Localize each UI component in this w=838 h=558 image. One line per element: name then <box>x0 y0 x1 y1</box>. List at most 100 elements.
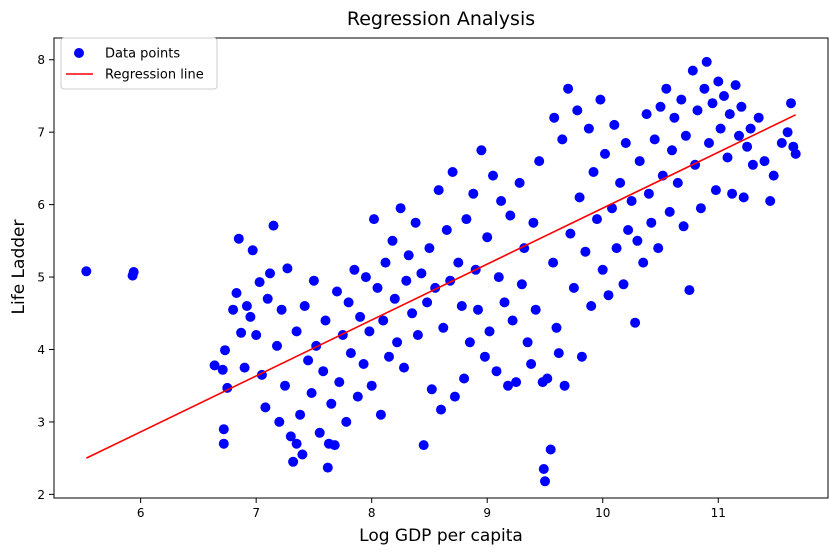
y-tick-label: 7 <box>37 126 45 140</box>
data-point <box>297 449 308 460</box>
data-point <box>422 297 433 308</box>
data-point <box>626 196 637 206</box>
data-point <box>765 196 776 206</box>
data-point <box>534 156 545 167</box>
data-point <box>572 105 583 116</box>
data-point <box>742 141 753 152</box>
data-point <box>699 83 710 94</box>
data-point <box>299 301 310 311</box>
data-point <box>488 170 498 181</box>
data-point <box>254 277 265 288</box>
x-tick-label: 11 <box>711 506 726 520</box>
data-point <box>360 272 371 283</box>
legend-box <box>60 37 218 90</box>
data-point <box>704 138 714 148</box>
data-point <box>217 364 228 375</box>
data-point <box>786 98 796 109</box>
data-point <box>468 188 479 199</box>
data-point <box>128 267 139 277</box>
data-point <box>768 170 779 181</box>
data-point <box>597 264 608 275</box>
data-point <box>358 359 369 369</box>
regression-line-layer <box>85 114 797 459</box>
data-point <box>453 257 464 268</box>
x-tick-label: 10 <box>595 506 610 520</box>
data-point <box>308 275 319 286</box>
data-point <box>274 416 285 427</box>
data-point <box>410 217 421 228</box>
data-point <box>306 388 317 398</box>
data-point <box>759 156 770 167</box>
data-point <box>449 391 460 402</box>
data-point <box>399 362 409 373</box>
y-tick-label: 2 <box>37 488 45 502</box>
data-point <box>392 337 403 348</box>
data-point <box>595 94 606 105</box>
data-point <box>220 345 230 356</box>
data-point <box>349 264 360 275</box>
data-point <box>499 297 510 308</box>
data-point <box>395 203 406 214</box>
data-point <box>493 272 504 283</box>
data-point <box>565 228 576 239</box>
data-point <box>407 308 418 319</box>
data-point <box>285 431 296 442</box>
data-point <box>233 233 244 244</box>
data-point <box>548 257 559 268</box>
y-tick-label: 5 <box>37 271 45 285</box>
legend-data-points-label: Data points <box>105 47 180 62</box>
data-point <box>553 348 564 359</box>
data-point <box>730 80 741 91</box>
data-point <box>638 257 649 268</box>
data-point <box>505 210 516 221</box>
data-point <box>461 214 472 225</box>
data-point <box>262 293 273 304</box>
data-point <box>403 250 414 261</box>
data-point <box>653 243 664 254</box>
data-point <box>318 366 329 377</box>
data-point <box>482 232 493 243</box>
data-point <box>447 167 458 177</box>
data-point <box>734 130 744 141</box>
regression-line <box>85 114 797 459</box>
legend-regression-line-label: Regression line <box>105 68 204 83</box>
data-point <box>551 322 562 333</box>
data-point <box>320 315 331 326</box>
data-point <box>736 101 747 112</box>
data-point <box>722 152 733 163</box>
data-point <box>623 225 634 235</box>
data-point <box>251 330 262 340</box>
x-axis-label: Log GDP per capita <box>359 526 523 546</box>
data-point <box>603 290 614 301</box>
data-point <box>776 138 787 148</box>
data-point <box>649 134 660 145</box>
data-point <box>641 109 652 120</box>
data-point <box>753 112 764 123</box>
data-point <box>436 404 446 415</box>
data-point <box>341 416 352 427</box>
data-point <box>540 476 550 487</box>
data-point <box>389 293 400 304</box>
data-point <box>583 123 594 134</box>
data-point <box>424 243 435 254</box>
data-point <box>484 326 495 337</box>
data-point <box>557 134 568 145</box>
data-point <box>355 311 366 322</box>
data-point <box>314 427 325 438</box>
data-point <box>719 91 729 101</box>
data-point <box>375 409 386 420</box>
chart-title: Regression Analysis <box>347 8 535 30</box>
data-point <box>507 315 518 326</box>
data-point <box>282 263 293 274</box>
data-point <box>667 145 677 156</box>
data-point <box>672 177 683 188</box>
x-tick-label: 8 <box>368 506 376 520</box>
data-point <box>295 409 306 420</box>
data-point <box>291 438 302 449</box>
data-point <box>464 337 475 348</box>
y-tick-label: 4 <box>37 343 45 357</box>
data-point <box>630 317 641 328</box>
data-point <box>268 220 279 231</box>
